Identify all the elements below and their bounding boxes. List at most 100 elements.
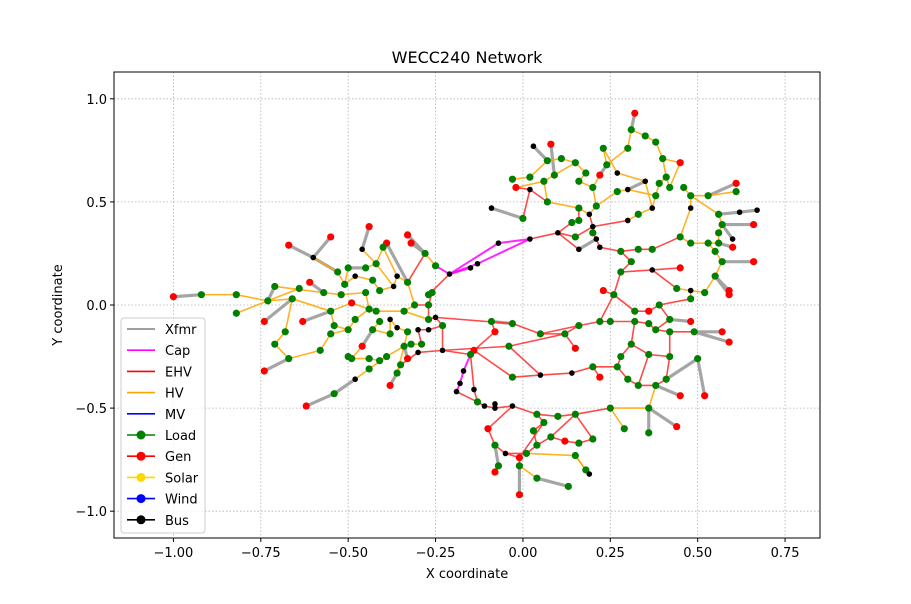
edge-xfmr bbox=[360, 225, 371, 251]
node-load bbox=[571, 159, 579, 167]
node-gen bbox=[348, 299, 356, 307]
node-gen bbox=[299, 317, 307, 326]
node-bus bbox=[509, 403, 516, 409]
node-load bbox=[582, 466, 590, 474]
node-load bbox=[561, 330, 569, 338]
node-load bbox=[491, 441, 499, 449]
node-bus bbox=[387, 316, 393, 323]
x-tick-label: −0.25 bbox=[416, 546, 456, 561]
legend-label: EHV bbox=[165, 365, 192, 380]
node-gen bbox=[169, 293, 178, 301]
node-gen bbox=[596, 171, 604, 179]
edge-ehv bbox=[574, 407, 612, 416]
edge-hv bbox=[553, 161, 577, 176]
node-load bbox=[438, 322, 447, 330]
node-load bbox=[704, 239, 712, 247]
node-load bbox=[271, 340, 279, 348]
node-load bbox=[620, 425, 628, 433]
node-load bbox=[508, 373, 517, 381]
node-gen bbox=[491, 468, 499, 476]
node-load bbox=[564, 482, 572, 491]
node-load bbox=[592, 202, 600, 210]
node-load bbox=[652, 381, 660, 390]
edge-xfmr bbox=[171, 293, 203, 299]
edge-hv bbox=[529, 159, 549, 178]
node-load bbox=[431, 262, 440, 270]
node-gen bbox=[676, 159, 684, 167]
node-bus bbox=[642, 178, 649, 185]
legend-label: Load bbox=[165, 429, 196, 444]
y-tick-label: −0.5 bbox=[75, 402, 107, 417]
node-load bbox=[372, 260, 380, 268]
node-load bbox=[351, 315, 359, 324]
node-load bbox=[715, 210, 723, 218]
edge-ehv bbox=[599, 293, 615, 323]
node-load bbox=[575, 177, 583, 185]
node-load bbox=[655, 301, 663, 309]
node-load bbox=[379, 243, 387, 251]
node-gen bbox=[285, 241, 293, 249]
node-bus bbox=[593, 236, 600, 242]
legend-swatch-marker bbox=[136, 451, 146, 461]
node-gen bbox=[673, 423, 681, 431]
node-load bbox=[645, 404, 653, 412]
node-gen bbox=[547, 140, 555, 148]
node-bus bbox=[492, 405, 498, 411]
node-load bbox=[634, 245, 642, 253]
node-load bbox=[428, 289, 436, 297]
node-bus bbox=[492, 401, 498, 407]
node-load bbox=[197, 291, 205, 299]
edge-ehv bbox=[592, 219, 629, 228]
edge-xfmr bbox=[262, 297, 294, 324]
legend-label: Solar bbox=[165, 471, 199, 486]
node-load bbox=[617, 352, 625, 361]
node-load bbox=[543, 198, 551, 206]
node-load bbox=[715, 239, 723, 247]
node-load bbox=[711, 272, 719, 280]
node-load bbox=[575, 439, 583, 447]
edge-ehv bbox=[406, 252, 426, 284]
edge-ehv bbox=[619, 269, 654, 273]
node-load bbox=[606, 404, 614, 412]
edge-ehv bbox=[630, 320, 636, 345]
node-load bbox=[557, 155, 565, 163]
edge-hv bbox=[595, 190, 619, 207]
node-load bbox=[547, 433, 555, 441]
node-load bbox=[327, 330, 335, 338]
node-load bbox=[372, 307, 380, 315]
node-gen bbox=[645, 307, 653, 315]
legend-swatch-marker bbox=[136, 430, 146, 440]
node-load bbox=[369, 276, 377, 284]
node-load bbox=[264, 297, 272, 305]
node-load bbox=[554, 412, 562, 420]
node-bus bbox=[453, 388, 460, 395]
x-tick-label: −0.50 bbox=[328, 546, 368, 561]
edge-ehv bbox=[539, 372, 573, 376]
node-gen bbox=[358, 342, 366, 350]
node-bus bbox=[425, 326, 432, 333]
node-bus bbox=[390, 283, 397, 290]
node-load bbox=[327, 307, 335, 315]
node-bus bbox=[488, 205, 495, 211]
edge-hv bbox=[707, 190, 737, 197]
node-load bbox=[627, 340, 635, 348]
node-load bbox=[687, 192, 695, 200]
node-load bbox=[575, 216, 583, 225]
edge-ehv bbox=[651, 236, 681, 251]
node-load bbox=[533, 441, 541, 449]
edge-ehv bbox=[487, 405, 514, 430]
edge-xfmr bbox=[692, 330, 731, 344]
node-load bbox=[687, 239, 695, 247]
node-bus bbox=[415, 326, 421, 333]
node-load bbox=[515, 462, 524, 470]
node-load bbox=[320, 289, 328, 297]
node-load bbox=[645, 350, 653, 359]
edge-ehv bbox=[658, 298, 692, 306]
node-load bbox=[540, 177, 548, 185]
node-gen bbox=[687, 317, 695, 326]
legend-label: Cap bbox=[165, 344, 190, 359]
node-load bbox=[393, 369, 401, 377]
edge-xfmr bbox=[287, 243, 315, 260]
node-gen bbox=[749, 258, 758, 266]
edge-ehv bbox=[473, 349, 514, 378]
